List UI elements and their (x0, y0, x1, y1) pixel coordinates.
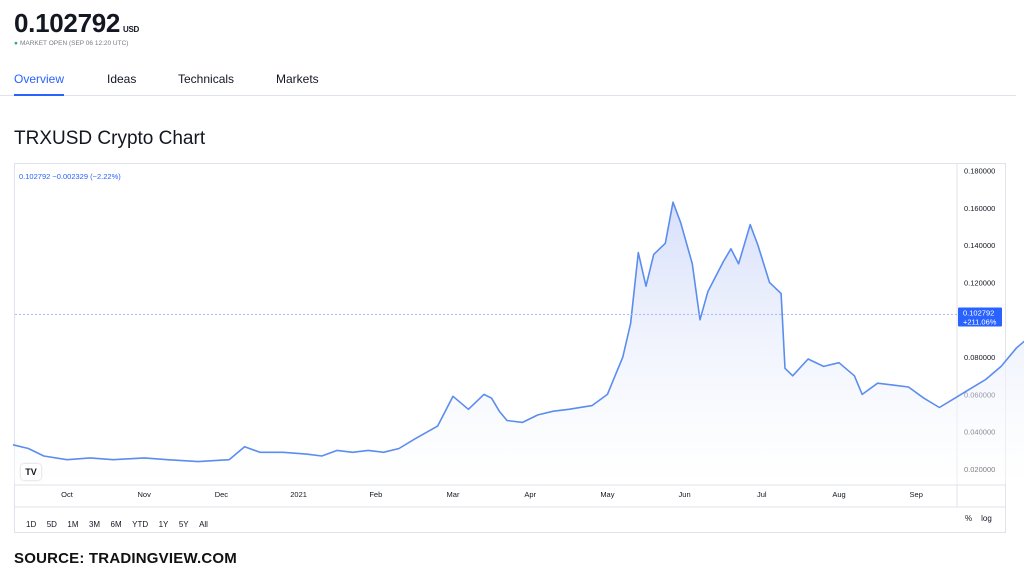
x-tick-label: Apr (524, 490, 536, 499)
x-tick-label: Mar (447, 490, 460, 499)
range-ytd-button[interactable]: YTD (132, 520, 149, 529)
y-tick-label: 0.080000 (964, 353, 995, 362)
range-selector: 1D 5D 1M 3M 6M YTD 1Y 5Y All (26, 514, 214, 532)
y-tick-label: 0.180000 (964, 166, 995, 175)
chart-legend: 0.102792 −0.002329 (−2.22%) (19, 172, 121, 181)
price-line (12, 201, 1024, 463)
x-tick-label: Nov (138, 490, 152, 499)
tab-bar: Overview Ideas Technicals Markets (0, 64, 1016, 96)
x-tick-label: May (600, 490, 614, 499)
x-tick-label: 2021 (290, 490, 307, 499)
section-title: TRXUSD Crypto Chart (14, 128, 206, 149)
x-tick-label: Dec (215, 490, 229, 499)
range-5d-button[interactable]: 5D (46, 520, 57, 529)
last-price-badge (958, 307, 1002, 327)
range-5y-button[interactable]: 5Y (178, 520, 189, 529)
x-tick-label: Sep (910, 490, 923, 499)
price-area (13, 202, 1024, 484)
tradingview-logo-icon: TV (21, 464, 41, 480)
status-dot-icon: ● (14, 40, 18, 47)
tab-markets[interactable]: Markets (276, 72, 319, 86)
y-tick-label: 0.160000 (964, 204, 995, 213)
tab-overview[interactable]: Overview (14, 72, 65, 96)
range-all-button[interactable]: All (199, 520, 208, 529)
price-display: 0.102792 USD (14, 8, 139, 39)
price-value: 0.102792 (14, 8, 121, 38)
range-1m-button[interactable]: 1M (67, 520, 79, 529)
x-tick-label: Feb (369, 490, 382, 499)
log-scale-button[interactable]: log (981, 514, 992, 523)
tab-technicals[interactable]: Technicals (178, 72, 235, 86)
x-tick-label: Jul (757, 490, 767, 499)
scale-options: % log (965, 514, 1001, 523)
range-1y-button[interactable]: 1Y (158, 520, 169, 529)
percent-scale-button[interactable]: % (965, 514, 973, 523)
market-status: ● MARKET OPEN (SEP 06 12:20 UTC) (14, 40, 128, 47)
tab-ideas[interactable]: Ideas (107, 72, 137, 86)
range-6m-button[interactable]: 6M (110, 520, 122, 529)
y-tick-label: 0.120000 (964, 278, 995, 287)
x-tick-label: Aug (832, 490, 845, 499)
y-tick-label: 0.140000 (964, 241, 995, 250)
market-status-text: MARKET OPEN (SEP 06 12:20 UTC) (19, 40, 129, 47)
x-tick-label: Oct (61, 490, 74, 499)
x-tick-label: Jun (679, 490, 691, 499)
price-unit: USD (123, 25, 140, 34)
range-1d-button[interactable]: 1D (26, 520, 37, 529)
range-3m-button[interactable]: 3M (88, 520, 101, 529)
source-caption: SOURCE: TRADINGVIEW.COM (14, 550, 237, 567)
last-change-label: +211.06% (963, 318, 997, 327)
last-price-label: 0.102792 (963, 309, 994, 318)
